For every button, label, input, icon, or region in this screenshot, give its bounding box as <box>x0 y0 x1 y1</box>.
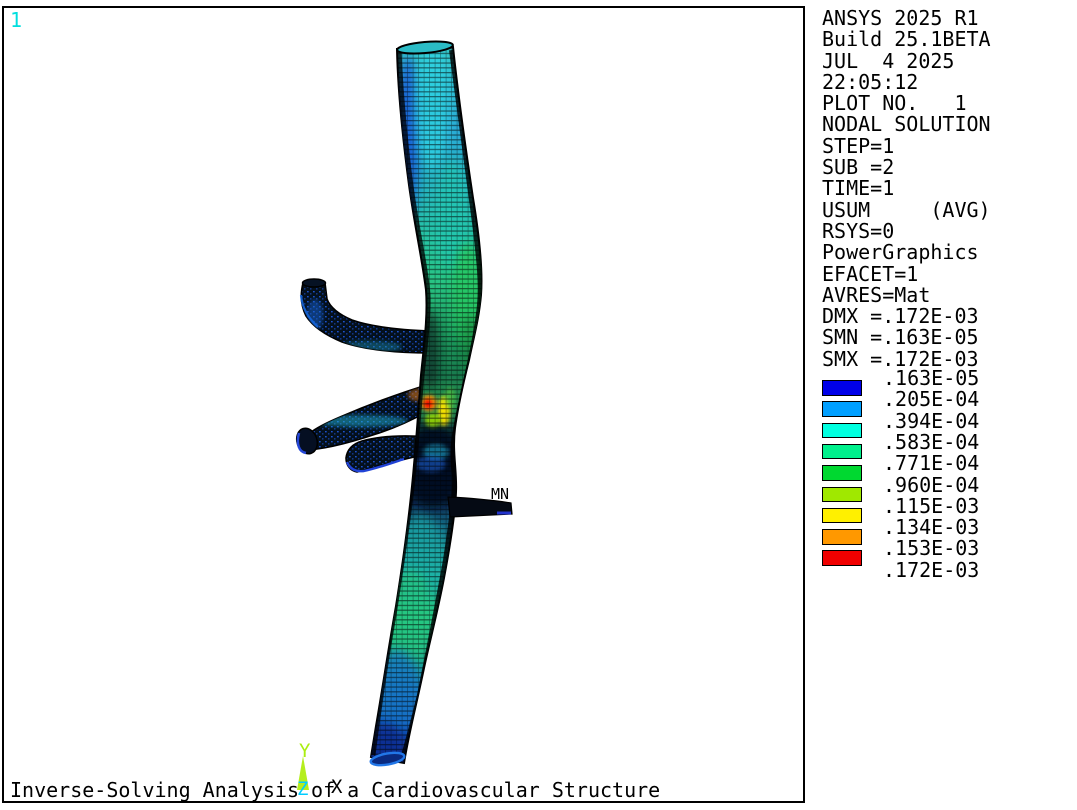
trunk-outlet-rim <box>369 751 406 767</box>
legend-swatch <box>822 465 862 481</box>
triad-y-label: Y <box>299 740 311 762</box>
legend-value: .115E-03 <box>883 493 980 518</box>
info-line: STEP=1 <box>822 133 895 158</box>
legend-value: .172E-03 <box>883 557 980 582</box>
info-line: PLOT NO. 1 <box>822 91 967 116</box>
legend-value: .134E-03 <box>883 515 980 540</box>
legend-value: .205E-04 <box>883 387 980 412</box>
info-line: SUB =2 <box>822 155 895 180</box>
legend-swatch <box>822 380 862 396</box>
legend-swatch <box>822 550 862 566</box>
info-line: TIME=1 <box>822 176 895 201</box>
legend-value: .960E-04 <box>883 472 980 497</box>
legend-swatch <box>822 529 862 545</box>
plot-title: Inverse-Solving Analysis of a Cardiovasc… <box>10 778 661 802</box>
legend-swatch <box>822 507 862 524</box>
contour-legend: .163E-05.205E-04.394E-04.583E-04.771E-04… <box>820 368 1077 603</box>
legend-swatch <box>822 443 862 460</box>
legend-swatch <box>822 486 862 502</box>
model-canvas[interactable] <box>0 0 810 810</box>
info-line: JUL 4 2025 <box>822 48 955 73</box>
vessel-branch-upper-left <box>299 278 433 354</box>
legend-value: .153E-03 <box>883 536 980 561</box>
legend-value: .163E-05 <box>883 366 980 390</box>
info-line: AVRES=Mat <box>822 282 931 307</box>
legend-value: .394E-04 <box>883 408 980 433</box>
info-line: DMX =.172E-03 <box>822 304 979 329</box>
info-line: SMN =.163E-05 <box>822 325 979 350</box>
trunk-inlet-rim <box>396 40 454 55</box>
analysis-info: ANSYS 2025 R1 Build 25.1BETA JUL 4 2025 22:… <box>822 6 991 371</box>
triad-x-label: X <box>331 776 343 798</box>
legend-value: .771E-04 <box>883 451 980 476</box>
min-node-label: MN <box>491 485 510 503</box>
triad-z-label: Z <box>297 778 309 800</box>
info-line: SMX =.172E-03 <box>822 346 979 371</box>
legend-swatch <box>822 422 862 439</box>
info-line: 22:05:12 <box>822 69 919 94</box>
info-line: EFACET=1 <box>822 261 919 286</box>
legend-swatch <box>822 401 862 417</box>
info-line: RSYS=0 <box>822 218 895 243</box>
window-number-label: 1 <box>10 8 23 32</box>
info-line: PowerGraphics <box>822 240 979 265</box>
info-line: Build 25.1BETA <box>822 27 991 52</box>
info-line: USUM (AVG) <box>822 197 991 222</box>
info-line: ANSYS 2025 R1 <box>822 6 979 30</box>
info-line: NODAL SOLUTION <box>822 112 991 137</box>
vessel-branch-right <box>447 496 513 518</box>
legend-value: .583E-04 <box>883 429 980 454</box>
triad-y-arrow <box>297 756 309 790</box>
